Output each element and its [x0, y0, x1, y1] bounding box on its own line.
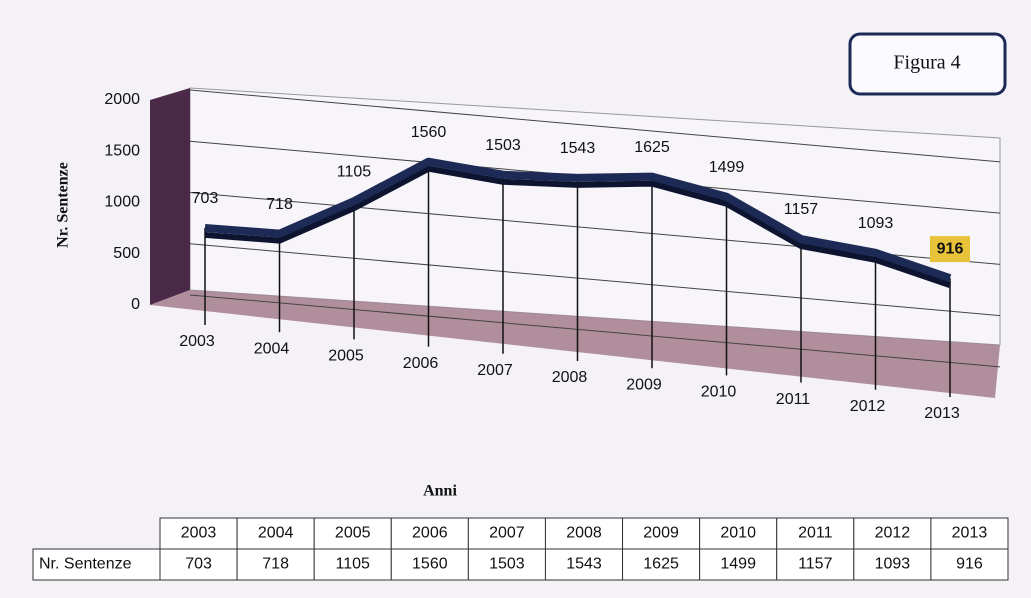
table-cell	[467, 548, 546, 581]
data-label: 1560	[411, 124, 447, 141]
table-cell	[544, 548, 624, 581]
line	[204, 157, 952, 282]
table-header: 2003	[181, 525, 217, 542]
table-cell	[853, 517, 932, 550]
y-tick-label: 2000	[104, 91, 140, 108]
table-header: 2010	[720, 525, 756, 542]
x-tick-label: 2011	[776, 391, 811, 408]
floor	[150, 290, 1000, 398]
table-cell	[390, 517, 469, 550]
left-wall	[150, 88, 190, 305]
table-value: 703	[185, 556, 212, 573]
table-cell	[544, 517, 624, 550]
line-shadow	[204, 165, 951, 288]
table-cell	[622, 517, 701, 550]
title-box	[848, 32, 1007, 96]
y-axis-label: Nr. Sentenze	[55, 162, 72, 248]
table-row-header-cell	[32, 548, 161, 581]
table-header: 2007	[489, 525, 525, 542]
x-axis-label: Anni	[423, 483, 457, 500]
table-value: 1503	[489, 556, 525, 573]
table-header: 2013	[952, 525, 988, 542]
table-header: 2005	[335, 525, 371, 542]
table-value: 1093	[875, 556, 911, 573]
y-tick-label: 0	[131, 296, 140, 313]
table-header: 2006	[412, 525, 448, 542]
table-value: 916	[956, 556, 983, 573]
highlight-box	[930, 236, 970, 263]
table-cell	[776, 548, 855, 581]
y-tick-label: 1500	[104, 142, 140, 159]
grid-line	[189, 294, 1001, 368]
x-tick-label: 2010	[701, 384, 737, 401]
x-tick-label: 2006	[403, 355, 439, 372]
data-label: 1543	[560, 140, 596, 157]
x-tick-label: 2004	[254, 340, 290, 357]
data-label: 1105	[337, 163, 372, 180]
data-label: 916	[937, 240, 964, 257]
table-header: 2008	[566, 525, 602, 542]
data-label: 1093	[858, 215, 894, 232]
table-cell	[236, 517, 315, 550]
data-label: 1499	[709, 159, 745, 176]
table-cell	[699, 548, 778, 581]
x-tick-label: 2003	[179, 333, 215, 350]
table-value: 1499	[720, 556, 756, 573]
data-label: 703	[192, 190, 219, 207]
table-cell	[467, 517, 546, 550]
x-tick-label: 2009	[626, 376, 662, 393]
table-header: 2012	[875, 525, 911, 542]
grid-line	[189, 89, 1001, 163]
table-value: 1157	[798, 556, 833, 573]
grid-line	[189, 243, 1001, 317]
table-cell	[159, 548, 238, 581]
table-cell	[699, 517, 778, 550]
x-tick-label: 2012	[850, 398, 886, 415]
table-cell	[313, 517, 392, 550]
x-tick-label: 2007	[477, 362, 513, 379]
y-tick-label: 500	[113, 245, 140, 262]
table-cell	[236, 548, 315, 581]
table-value: 718	[262, 556, 289, 573]
table-header: 2009	[643, 525, 679, 542]
data-label: 1157	[784, 201, 819, 218]
table-value: 1560	[412, 556, 448, 573]
table-header: 2004	[258, 525, 294, 542]
table-value: 1625	[643, 556, 679, 573]
table-cell	[930, 548, 1009, 581]
table-cell	[930, 517, 1009, 550]
data-label: 718	[266, 196, 293, 213]
table-cell	[853, 548, 932, 581]
data-label: 1503	[485, 137, 521, 154]
table-header: 2011	[798, 525, 833, 542]
table-row-header: Nr. Sentenze	[39, 556, 132, 573]
y-tick-label: 1000	[104, 194, 140, 211]
table-value: 1105	[336, 556, 371, 573]
data-label: 1625	[634, 139, 670, 156]
table-cell	[159, 517, 238, 550]
x-tick-label: 2013	[924, 405, 960, 422]
chart-title: Figura 4	[893, 52, 960, 74]
table-value: 1543	[566, 556, 602, 573]
x-tick-label: 2008	[552, 369, 588, 386]
x-tick-label: 2005	[328, 348, 364, 365]
